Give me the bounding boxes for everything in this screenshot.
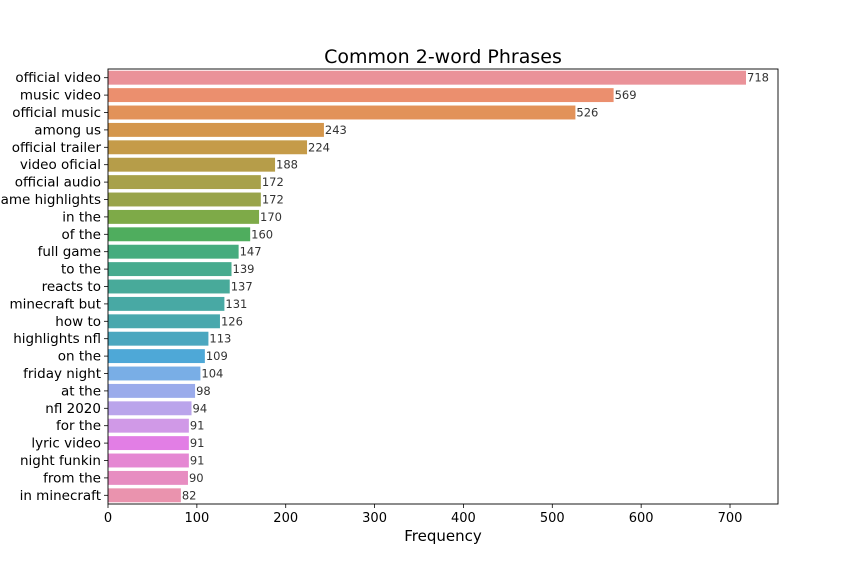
category-label: music video xyxy=(20,88,101,104)
bar-in-minecraft xyxy=(108,488,181,503)
x-tick-label: 700 xyxy=(718,511,743,526)
bar-music-video xyxy=(108,88,614,103)
chart-title: Common 2-word Phrases xyxy=(324,46,562,68)
category-label: in minecraft xyxy=(20,488,101,504)
bar-in-the xyxy=(108,209,260,224)
category-label: for the xyxy=(56,418,101,434)
bar-at-the xyxy=(108,383,196,398)
data-label: 224 xyxy=(308,140,330,154)
category-label: official audio xyxy=(15,175,101,191)
data-label: 137 xyxy=(231,280,253,294)
category-label: how to xyxy=(55,314,101,330)
bar-among-us xyxy=(108,122,324,137)
x-tick-label: 100 xyxy=(184,511,209,526)
x-axis-label: Frequency xyxy=(404,527,482,545)
bar-of-the xyxy=(108,227,251,242)
data-label: 91 xyxy=(190,454,205,468)
data-label: 113 xyxy=(209,332,231,346)
data-label: 160 xyxy=(251,227,273,241)
category-label: in the xyxy=(62,209,101,225)
category-label: official music xyxy=(12,105,101,121)
data-label: 131 xyxy=(225,297,247,311)
category-label: full game xyxy=(38,244,101,260)
data-label: 98 xyxy=(196,384,211,398)
bar-on-the xyxy=(108,349,205,364)
bar-night-funkin xyxy=(108,453,189,468)
bar-nfl-2020 xyxy=(108,401,192,416)
data-label: 170 xyxy=(260,210,282,224)
x-tick-label: 200 xyxy=(273,511,298,526)
data-label: 126 xyxy=(221,314,243,328)
bar-minecraft-but xyxy=(108,296,225,311)
bar-official-audio xyxy=(108,175,261,190)
data-label: 526 xyxy=(576,106,598,120)
bar-for-the xyxy=(108,418,189,433)
data-label: 243 xyxy=(325,123,347,137)
bar-official-music xyxy=(108,105,576,120)
data-label: 172 xyxy=(262,175,284,189)
bars-group xyxy=(108,70,747,503)
x-axis: 0 100 200 300 400 500 600 700 xyxy=(104,504,743,526)
data-label: 91 xyxy=(190,436,205,450)
bar-friday-night xyxy=(108,366,201,381)
x-tick-label: 0 xyxy=(104,511,112,526)
x-tick-label: 500 xyxy=(540,511,565,526)
category-label: official trailer xyxy=(12,140,102,156)
category-label: friday night xyxy=(23,366,101,382)
category-label: from the xyxy=(43,470,101,486)
data-label: 139 xyxy=(233,262,255,276)
data-label: 90 xyxy=(189,471,204,485)
category-label: among us xyxy=(34,122,101,138)
bar-official-video xyxy=(108,70,747,85)
category-label: highlights nfl xyxy=(13,331,101,347)
data-label: 718 xyxy=(747,71,769,85)
data-label: 147 xyxy=(240,245,262,259)
data-label: 82 xyxy=(182,488,197,502)
data-label: 94 xyxy=(193,401,208,415)
bar-how-to xyxy=(108,314,220,329)
category-label: of the xyxy=(62,227,101,243)
data-label: 91 xyxy=(190,419,205,433)
x-tick-label: 300 xyxy=(362,511,387,526)
category-label: minecraft but xyxy=(9,296,101,312)
data-label: 172 xyxy=(262,193,284,207)
bar-full-game xyxy=(108,244,239,259)
data-label: 104 xyxy=(201,367,223,381)
category-label: lyric video xyxy=(31,436,101,452)
data-label: 109 xyxy=(206,349,228,363)
category-label: to the xyxy=(61,262,101,278)
category-label: reacts to xyxy=(42,279,101,295)
data-labels: 718 569 526 243 224 188 172 172 170 160 147 139 137 1… xyxy=(182,71,769,503)
category-label: official video xyxy=(15,70,101,86)
bar-highlights-nfl xyxy=(108,331,209,346)
category-label: on the xyxy=(58,349,101,365)
category-label: at the xyxy=(61,383,101,399)
bar-to-the xyxy=(108,262,232,277)
bar-lyric-video xyxy=(108,436,189,451)
bar-video-oficial xyxy=(108,157,276,172)
category-label: game highlights xyxy=(0,192,101,208)
bar-game-highlights xyxy=(108,192,261,207)
category-label: night funkin xyxy=(20,453,101,469)
bar-official-trailer xyxy=(108,140,308,155)
data-label: 569 xyxy=(615,88,637,102)
category-label: nfl 2020 xyxy=(45,401,101,417)
bar-reacts-to xyxy=(108,279,230,294)
data-label: 188 xyxy=(276,158,298,172)
x-tick-label: 400 xyxy=(451,511,476,526)
bar-from-the xyxy=(108,470,188,485)
plot-frame xyxy=(107,68,779,505)
category-label: video oficial xyxy=(20,157,101,173)
x-tick-label: 600 xyxy=(629,511,654,526)
